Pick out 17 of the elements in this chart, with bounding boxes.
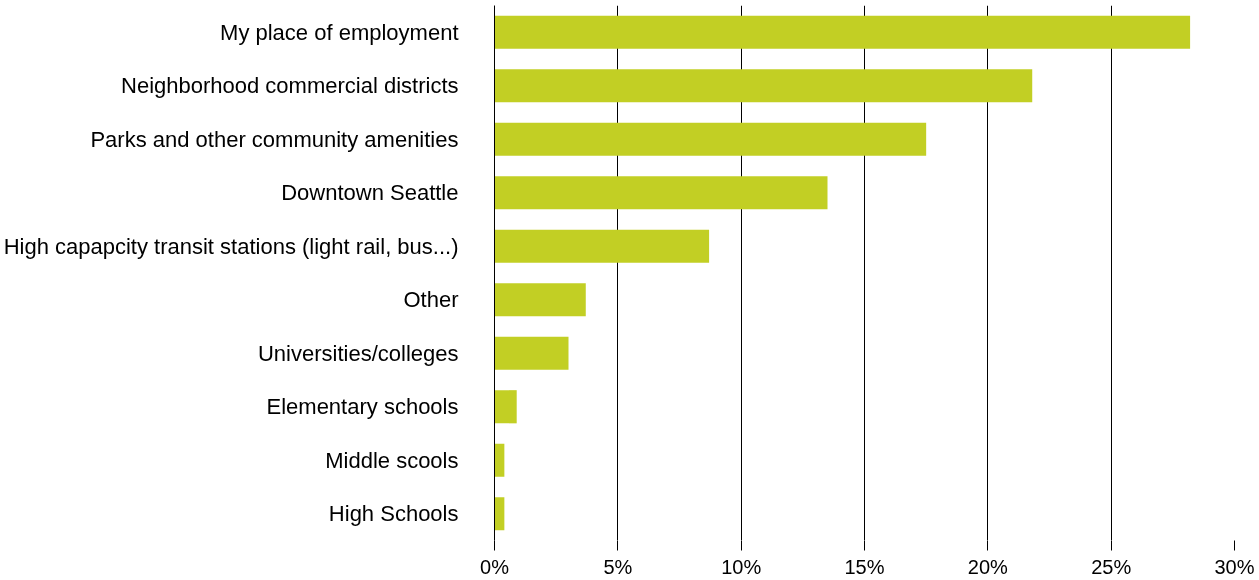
- x-tick-label: 20%: [967, 555, 1009, 578]
- x-tick-label: 0%: [480, 555, 510, 578]
- x-tick-label: 30%: [1214, 555, 1255, 578]
- x-tick-label: 15%: [844, 555, 885, 578]
- y-tick-label: Middle scools: [325, 447, 459, 473]
- y-tick-label: Neighborhood commercial districts: [121, 73, 459, 99]
- y-tick-label: Parks and other community amenities: [90, 126, 459, 152]
- y-tick-label: High capapcity transit stations (light rail, bus...): [3, 233, 459, 259]
- x-tick-label: 25%: [1091, 555, 1132, 578]
- y-tick-label: Elementary schools: [266, 394, 459, 420]
- x-tick-label: 5%: [603, 555, 633, 578]
- y-tick-label: My place of employment: [220, 19, 459, 45]
- x-tick-label: 10%: [721, 555, 762, 578]
- y-tick-label: High Schools: [328, 501, 459, 527]
- y-tick-label: Downtown Seattle: [281, 180, 459, 206]
- y-tick-label: Other: [403, 287, 459, 313]
- y-tick-label: Universities/colleges: [257, 340, 459, 366]
